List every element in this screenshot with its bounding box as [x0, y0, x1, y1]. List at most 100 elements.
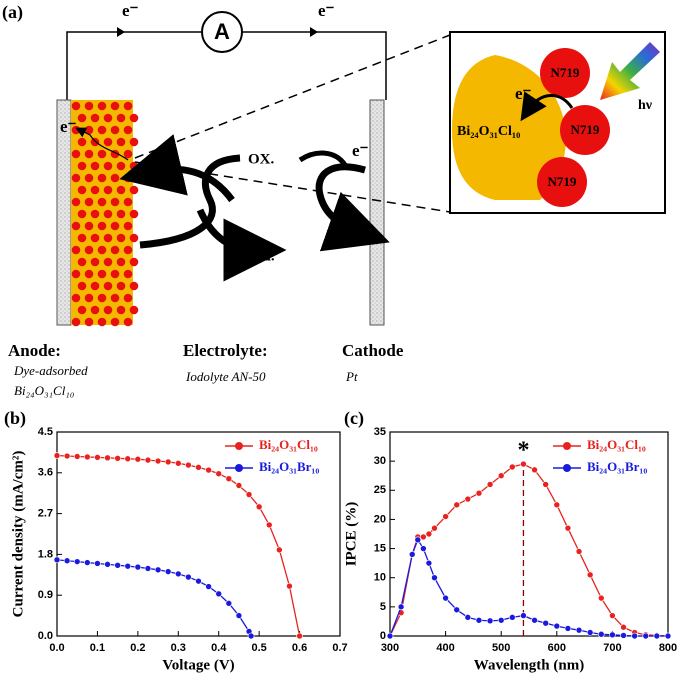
y-tick-label: 10 [374, 572, 386, 584]
data-point [164, 568, 172, 575]
data-point [408, 551, 416, 558]
y-axis-label: Current density (mA/cm²) [10, 451, 26, 618]
ox-label: OX. [248, 151, 275, 167]
dye-dot [116, 185, 126, 195]
data-point [225, 475, 233, 482]
data-point [53, 556, 61, 564]
dye-dot [110, 293, 120, 303]
data-point [245, 491, 253, 498]
dye-dot [129, 233, 139, 243]
data-point [509, 614, 516, 621]
diagram-label: e⁻ [515, 84, 532, 103]
data-point [84, 453, 91, 461]
data-point [497, 472, 505, 480]
arrow-to-red [196, 208, 287, 282]
data-point [486, 481, 494, 488]
data-point [124, 562, 132, 570]
data-point [542, 619, 549, 627]
dye-dot [90, 185, 100, 195]
dye-dot [71, 101, 81, 111]
x-axis-label: Wavelength (nm) [474, 657, 584, 673]
data-point [609, 631, 616, 639]
dye-dot [97, 269, 107, 279]
dye-dot [84, 101, 94, 111]
data-point [414, 536, 422, 544]
y-tick-label: 1.8 [38, 548, 53, 560]
data-point [247, 632, 255, 640]
data-point [431, 574, 438, 582]
data-point [265, 521, 273, 529]
diagram-label: N719 [551, 65, 580, 80]
data-point [164, 458, 172, 466]
data-point [564, 524, 572, 532]
dye-dot [90, 161, 100, 171]
legend-label: Bi₂₄O₃₁Cl₁₀ [587, 437, 646, 452]
data-point [553, 622, 561, 630]
dye-dot [116, 233, 126, 243]
legend-label: Bi₂₄O₃₁Br₁₀ [587, 459, 647, 474]
dye-dot [97, 101, 107, 111]
legend-label: Bi₂₄O₃₁Cl₁₀ [259, 437, 318, 452]
legend-marker [235, 442, 243, 450]
data-point [575, 548, 583, 555]
dye-dot [77, 185, 87, 195]
x-tick-label: 700 [603, 642, 621, 654]
dye-dot [123, 293, 133, 303]
dye-dot [110, 101, 120, 111]
data-point [144, 565, 152, 572]
dye-dot [97, 149, 107, 159]
data-point [276, 546, 283, 554]
x-tick-label: 600 [548, 642, 566, 654]
x-axis-label: Voltage (V) [162, 657, 234, 673]
x-tick-label: 0.4 [211, 642, 227, 654]
dye-dot [129, 185, 139, 195]
diagram-label: Bi₂₄O₃₁Cl₁₀ [14, 383, 74, 398]
dye-dot [103, 233, 113, 243]
data-point [104, 454, 111, 462]
data-point [431, 524, 438, 532]
dye-dot [110, 269, 120, 279]
x-tick-label: 0.7 [332, 642, 347, 654]
data-point [486, 617, 494, 625]
data-point [124, 455, 132, 463]
data-point [475, 616, 483, 624]
dye-dot [84, 269, 94, 279]
data-point [420, 545, 427, 552]
data-point [174, 570, 182, 578]
diagram-label: Pt [345, 369, 358, 384]
dye-dot [123, 149, 133, 159]
dye-dot [123, 197, 133, 207]
data-point [425, 559, 433, 567]
data-point [642, 632, 650, 640]
dye-dot [77, 209, 87, 219]
data-point [386, 632, 394, 640]
legend-marker [563, 442, 571, 450]
dye-dot [84, 173, 94, 183]
dye-dot [110, 245, 120, 255]
diagram-label: e⁻ [122, 1, 139, 20]
dye-dot [103, 137, 113, 147]
zoom-lines [134, 34, 451, 213]
y-axis-label: IPCE (%) [343, 502, 359, 567]
data-point [520, 460, 527, 468]
x-tick-label: 0.6 [292, 642, 307, 654]
data-point [586, 571, 594, 579]
data-point [425, 530, 433, 538]
dye-dot [90, 137, 100, 147]
data-point [114, 454, 121, 462]
data-point [453, 501, 461, 509]
dye-dot [71, 245, 81, 255]
data-point [497, 616, 505, 624]
annotation: * [517, 438, 529, 464]
data-point [296, 632, 303, 640]
dye-dot [103, 281, 113, 291]
diagram-label: Bi₂₄O₃₁Cl₁₀ [457, 124, 520, 139]
data-point [154, 566, 162, 574]
x-tick-label: 500 [492, 642, 510, 654]
data-point [185, 461, 192, 469]
dye-dot [129, 113, 139, 123]
x-tick-label: 0.3 [171, 642, 186, 654]
dye-dot [129, 305, 139, 315]
data-point [215, 590, 223, 598]
